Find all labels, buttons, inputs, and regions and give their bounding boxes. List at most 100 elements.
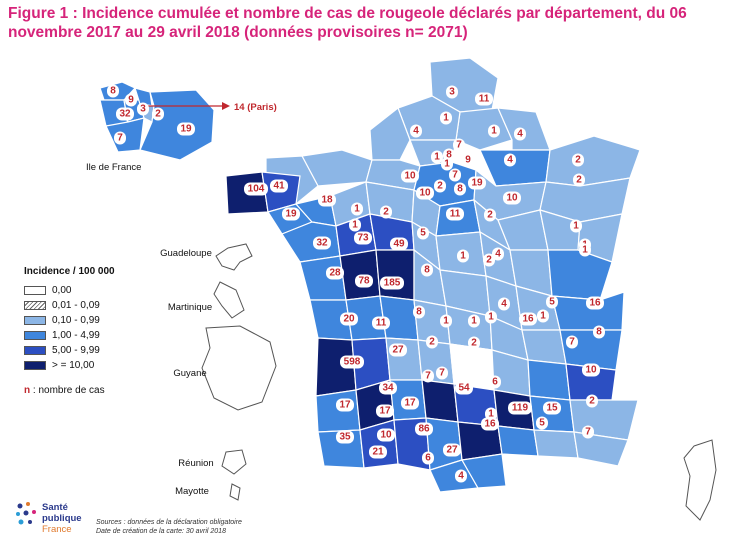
case-count-label: 5	[417, 226, 429, 240]
svg-text:32: 32	[316, 238, 328, 249]
case-count-label: 7	[436, 366, 448, 380]
dept-jura	[547, 249, 613, 301]
case-count-label: 4	[410, 124, 422, 138]
guadeloupe-outline	[215, 243, 253, 271]
case-count-label: 32	[116, 107, 134, 121]
case-count-label: 19	[177, 122, 195, 136]
svg-text:2: 2	[576, 175, 582, 186]
svg-text:1: 1	[434, 152, 440, 163]
svg-text:20: 20	[343, 314, 355, 325]
case-count-label: 35	[336, 430, 354, 444]
case-count-label: 27	[389, 343, 407, 357]
case-count-label: 41	[270, 179, 288, 193]
case-count-label: 2	[573, 173, 585, 187]
case-count-label: 5	[546, 295, 558, 309]
case-count-label: 78	[355, 274, 373, 288]
case-count-label: 8	[107, 84, 119, 98]
case-count-label: 6	[422, 451, 434, 465]
svg-text:119: 119	[512, 403, 529, 414]
case-count-label: 4	[504, 153, 516, 167]
case-count-label: 119	[508, 401, 532, 415]
svg-text:4: 4	[495, 249, 501, 260]
svg-text:1: 1	[444, 159, 450, 170]
legend-swatch	[24, 301, 46, 310]
case-count-label: 185	[380, 276, 404, 290]
case-count-label: 49	[390, 237, 408, 251]
logo-dots-icon	[16, 502, 36, 525]
dept-var-east	[573, 431, 629, 467]
case-count-label: 7	[453, 138, 465, 152]
legend-class: 0,00	[24, 283, 115, 298]
svg-text:1: 1	[488, 409, 494, 420]
case-count-label: 21	[369, 445, 387, 459]
case-count-label: 1	[468, 314, 480, 328]
case-count-label: 5	[536, 416, 548, 430]
case-count-label: 104	[244, 182, 268, 196]
svg-text:6: 6	[425, 453, 431, 464]
case-count-label: 16	[481, 417, 499, 431]
svg-text:6: 6	[492, 377, 498, 388]
case-count-label: 3	[446, 85, 458, 99]
sources-line-1: Sources : données de la déclaration obli…	[96, 519, 242, 526]
case-count-label: 9	[462, 153, 474, 167]
figure-title: Figure 1 : Incidence cumulée et nombre d…	[8, 5, 687, 41]
case-count-label: 9	[125, 93, 137, 107]
svg-text:11: 11	[450, 209, 461, 220]
legend-class: 5,00 - 9,99	[24, 343, 115, 358]
svg-text:5: 5	[549, 297, 555, 308]
svg-text:4: 4	[501, 299, 507, 310]
case-count-label: 1	[570, 219, 582, 233]
case-count-label: 27	[443, 443, 461, 457]
svg-text:21: 21	[372, 447, 384, 458]
svg-text:16: 16	[522, 314, 534, 325]
case-count-label: 11	[475, 92, 493, 106]
case-count-label: 20	[340, 312, 358, 326]
case-count-label: 19	[282, 207, 300, 221]
corse-outline	[683, 439, 717, 521]
svg-text:2: 2	[437, 181, 443, 192]
svg-text:1: 1	[582, 245, 588, 256]
mayotte-label: Mayotte	[175, 486, 209, 497]
svg-text:7: 7	[452, 170, 458, 181]
svg-text:7: 7	[456, 140, 462, 151]
legend: Incidence / 100 000 0,00 0,01 - 0,09 0,10 …	[24, 266, 115, 396]
svg-text:7: 7	[585, 427, 591, 438]
svg-text:9: 9	[465, 155, 471, 166]
case-count-label: 8	[454, 182, 466, 196]
case-count-label: 15	[543, 401, 561, 415]
legend-swatch	[24, 331, 46, 340]
logo-line-1: Santé	[42, 502, 68, 513]
case-count-label: 16	[586, 296, 604, 310]
svg-text:2: 2	[429, 337, 435, 348]
svg-text:8: 8	[446, 150, 452, 161]
dept-aveyron	[421, 379, 459, 423]
svg-text:8: 8	[596, 327, 602, 338]
svg-text:17: 17	[404, 398, 416, 409]
case-count-label: 11	[372, 316, 390, 330]
case-count-label: 7	[114, 131, 126, 145]
dept-vienne	[375, 249, 415, 301]
martinique-outline	[213, 281, 245, 319]
svg-text:10: 10	[419, 188, 431, 199]
svg-text:9: 9	[128, 95, 134, 106]
svg-text:32: 32	[119, 109, 131, 120]
case-count-label: 2	[468, 336, 480, 350]
guyane-label: Guyane	[173, 368, 206, 379]
legend-class-label: 5,00 - 9,99	[52, 345, 100, 356]
svg-text:4: 4	[517, 129, 523, 140]
france-metropole	[225, 57, 641, 493]
case-count-label: 4	[498, 297, 510, 311]
legend-class-label: 0,00	[52, 285, 72, 296]
svg-text:1: 1	[540, 311, 546, 322]
svg-text:7: 7	[425, 371, 431, 382]
svg-text:18: 18	[321, 195, 333, 206]
svg-text:19: 19	[471, 178, 483, 189]
svg-text:11: 11	[479, 94, 490, 105]
svg-text:49: 49	[393, 239, 405, 250]
mayotte-outline	[229, 483, 241, 501]
legend-class: > = 10,00	[24, 358, 115, 373]
case-count-label: 7	[582, 425, 594, 439]
svg-text:4: 4	[458, 471, 464, 482]
svg-text:1: 1	[471, 316, 477, 327]
